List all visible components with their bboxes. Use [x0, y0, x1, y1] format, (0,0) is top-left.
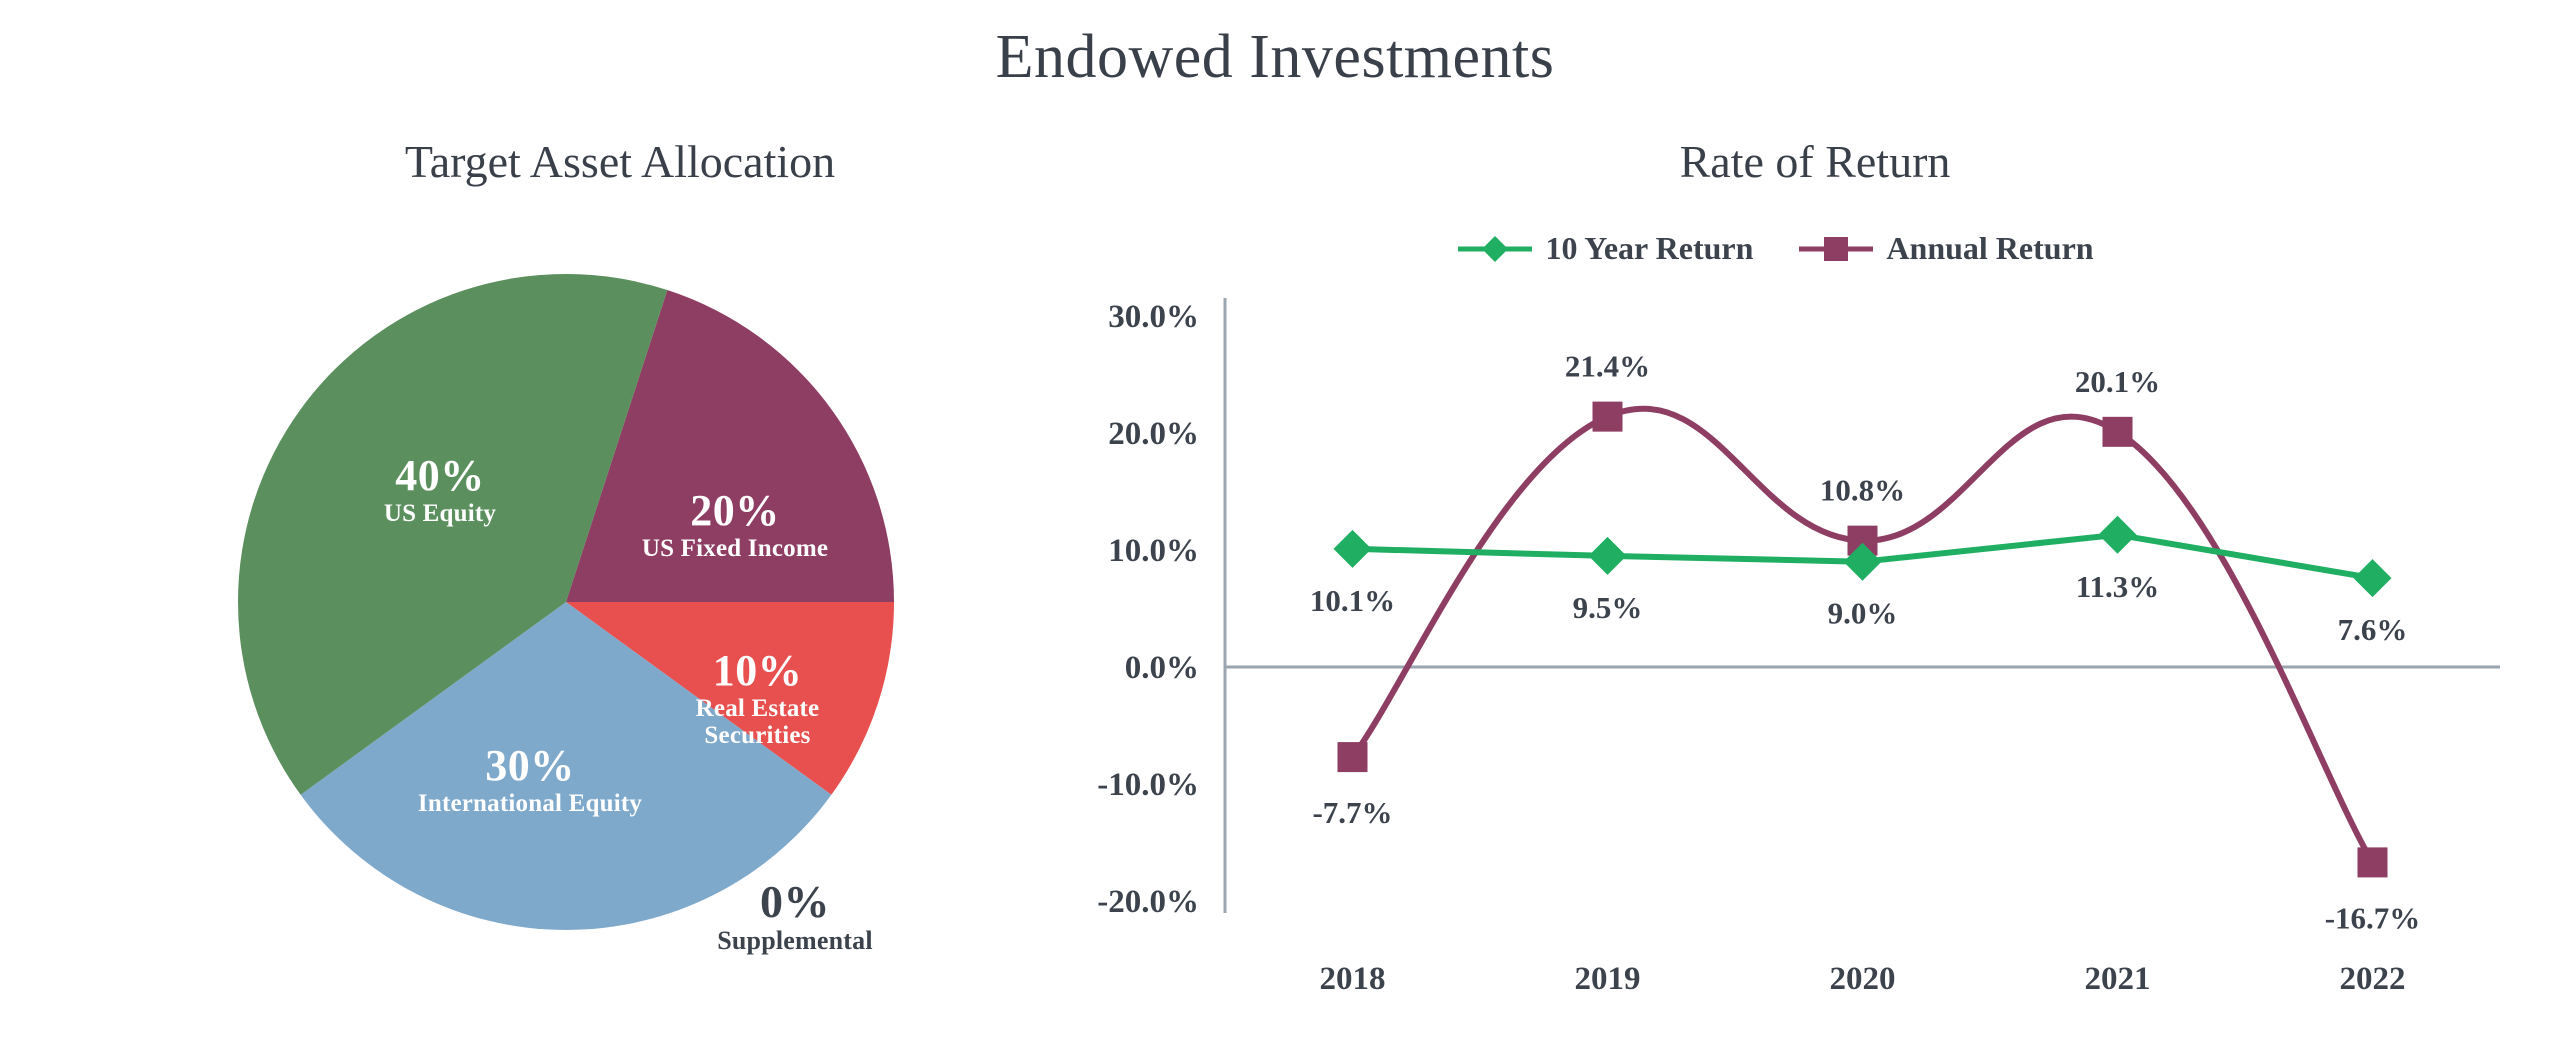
legend-label-annual-return: Annual Return [1886, 230, 2094, 266]
data-point-marker[interactable] [2098, 515, 2137, 554]
pie-slice[interactable] [237, 273, 668, 795]
line-chart-title: Rate of Return [1679, 136, 1951, 187]
chart-axes: 30.0% 20.0% 10.0% 0.0% -10.0% -20.0% [1097, 298, 2500, 920]
y-axis-tick-label: 30.0% [1108, 299, 1199, 335]
pie-slice[interactable] [566, 290, 894, 602]
page-title: Endowed Investments [995, 23, 1555, 91]
y-axis-tick-label: 10.0% [1108, 533, 1199, 569]
y-axis-tick-label: -20.0% [1097, 884, 1199, 920]
line-chart-svg: 30.0% 20.0% 10.0% 0.0% -10.0% -20.0% 2018 2019… [1097, 298, 2500, 997]
line-chart: 10 Year Return Annual Return 30.0% 20.0% 1… [1040, 230, 2510, 1030]
data-point-marker[interactable] [1333, 529, 1372, 568]
chart-data-labels: 2018 2019 2020 2021 2022 -7.7% 21.4% 10.8% 20.1%… [1310, 349, 2420, 997]
y-axis-tick-label: -10.0% [1097, 767, 1199, 803]
data-label-ten-year-return: 10.1% [1310, 583, 1395, 618]
chart-series [1333, 401, 2392, 878]
data-label-ten-year-return: 9.0% [1828, 596, 1898, 631]
data-label-annual-return: -16.7% [2325, 900, 2421, 935]
x-axis-tick-label: 2019 [1575, 961, 1641, 997]
pie-chart-svg [237, 273, 894, 930]
data-point-marker[interactable] [1337, 742, 1368, 773]
data-point-marker[interactable] [1588, 536, 1627, 575]
legend-item-ten-year-return[interactable]: 10 Year Return [1456, 230, 1753, 267]
pie-slice[interactable] [300, 602, 832, 930]
data-label-annual-return: 10.8% [1820, 473, 1905, 508]
data-label-annual-return: 21.4% [1565, 349, 1650, 384]
data-point-marker[interactable] [1592, 401, 1623, 432]
data-label-annual-return: 20.1% [2075, 364, 2160, 399]
legend-label-ten-year-return: 10 Year Return [1545, 230, 1754, 266]
legend-marker-diamond-icon [1456, 235, 1534, 262]
x-axis-tick-label: 2022 [2340, 961, 2406, 997]
y-axis-tick-label: 0.0% [1125, 650, 1199, 686]
legend-item-annual-return[interactable]: Annual Return [1797, 230, 2094, 267]
pie-chart: 40% US Equity 20% US Fixed Income 10% Re… [230, 272, 902, 954]
y-axis-tick-label: 20.0% [1108, 416, 1199, 452]
data-point-marker[interactable] [2102, 416, 2133, 447]
x-axis-tick-label: 2020 [1830, 961, 1896, 997]
pie-slice[interactable] [566, 602, 894, 795]
data-point-marker[interactable] [1843, 542, 1882, 581]
x-axis-tick-label: 2018 [1320, 961, 1386, 997]
x-axis-tick-label: 2021 [2085, 961, 2151, 997]
data-label-ten-year-return: 7.6% [2338, 612, 2408, 647]
data-label-ten-year-return: 9.5% [1573, 590, 1643, 625]
chart-legend: 10 Year Return Annual Return [1040, 230, 2510, 267]
pie-chart-title: Target Asset Allocation [404, 136, 836, 187]
data-label-annual-return: -7.7% [1312, 795, 1392, 830]
legend-marker-square-icon [1797, 236, 1875, 262]
data-label-ten-year-return: 11.3% [2076, 569, 2160, 604]
data-point-marker[interactable] [2357, 847, 2388, 878]
data-point-marker[interactable] [2353, 559, 2392, 598]
